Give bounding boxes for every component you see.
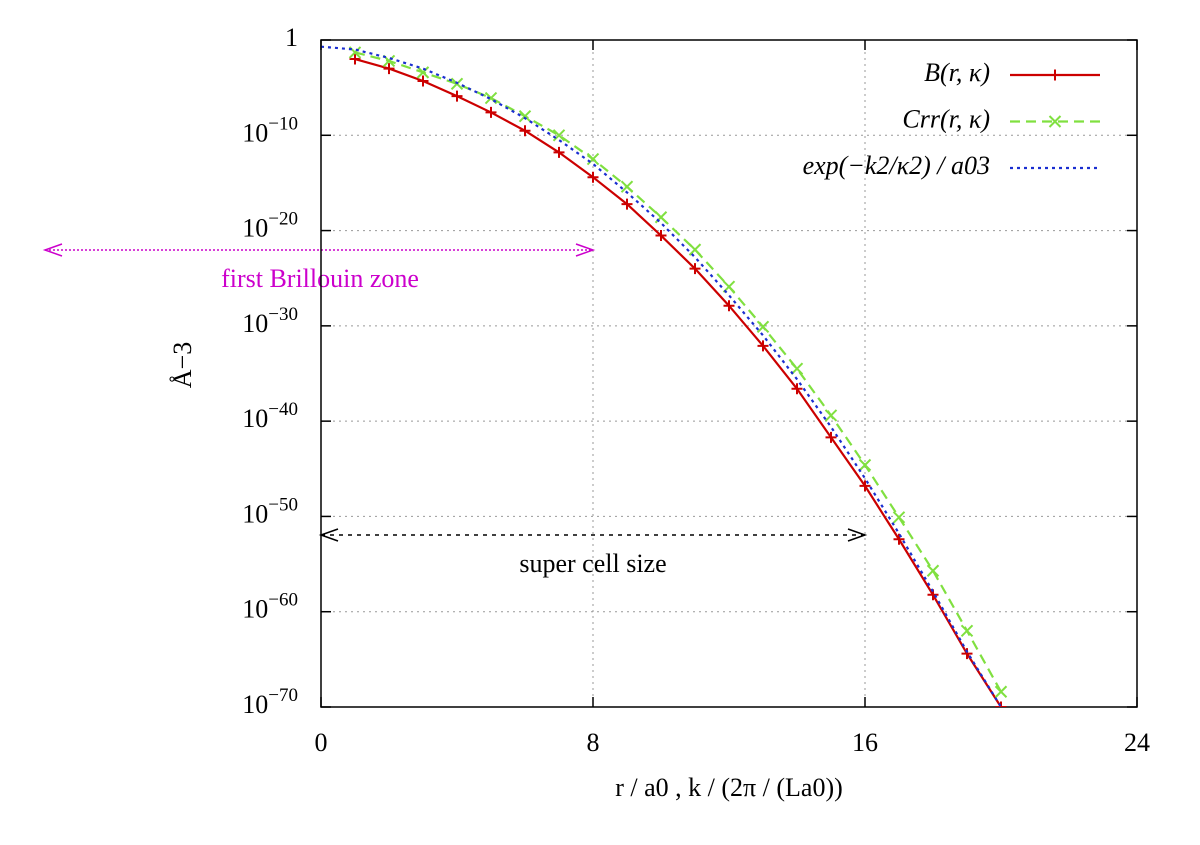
series-line [321, 45, 1002, 707]
y-tick-label: 10−60 [242, 590, 298, 624]
data-point [688, 243, 702, 256]
legend-label: Crr(r, κ) [902, 104, 990, 133]
y-tick-label: 10−30 [242, 304, 298, 338]
series-line [354, 57, 1002, 707]
data-point [790, 362, 804, 375]
annotation: super cell size [519, 549, 666, 578]
y-tick-label: 10−40 [242, 400, 298, 434]
data-point [655, 230, 667, 242]
x-tick-label: 24 [1124, 728, 1150, 757]
data-point [995, 701, 1007, 707]
legend-label: exp(−k2/κ2) / a03 [803, 151, 990, 180]
annotation: first Brillouin zone [221, 264, 419, 293]
brillouin-arrow [42, 243, 596, 257]
y-tick-label: 10−20 [242, 209, 298, 243]
data-point [926, 564, 940, 577]
legend-marker [1049, 69, 1061, 81]
data-point [960, 624, 974, 637]
x-tick-label: 0 [315, 728, 328, 757]
y-tick-label: 10−50 [242, 495, 298, 529]
data-point [552, 129, 566, 142]
data-point [689, 263, 701, 275]
x-tick-label: 8 [587, 728, 600, 757]
data-point [416, 66, 430, 79]
data-point [586, 152, 600, 166]
data-point [620, 180, 634, 193]
data-point [723, 300, 735, 312]
data-point [553, 146, 565, 158]
y-axis-label: Å−3 [168, 342, 197, 388]
data-point [383, 63, 395, 75]
y-tick-label: 10−10 [242, 114, 298, 148]
data-point [824, 409, 838, 422]
data-point [825, 431, 837, 443]
grid [321, 40, 1137, 707]
data-point [859, 480, 871, 492]
legend-label: B(r, κ) [924, 58, 990, 87]
data-point [519, 125, 531, 137]
data-point [654, 211, 668, 224]
data-point [518, 110, 532, 123]
legend-marker [1048, 115, 1062, 128]
data-point [757, 340, 769, 352]
plot-area [321, 45, 1008, 707]
data-point [858, 458, 872, 472]
plot-frame [320, 39, 1138, 708]
data-point [994, 685, 1008, 698]
x-tick-label: 16 [852, 728, 878, 757]
data-point [791, 383, 803, 395]
data-point [485, 106, 497, 118]
data-point [621, 198, 633, 210]
series-line [354, 51, 1002, 693]
x-axis-label: r / a0 , k / (2π / (La0)) [615, 773, 843, 802]
data-point [892, 511, 906, 524]
data-point [417, 75, 429, 87]
data-point [756, 320, 770, 333]
data-point [451, 90, 463, 102]
y-tick-label: 10−70 [242, 685, 298, 719]
data-point [349, 53, 361, 65]
y-tick-label: 1 [285, 23, 298, 52]
data-point [587, 171, 599, 183]
